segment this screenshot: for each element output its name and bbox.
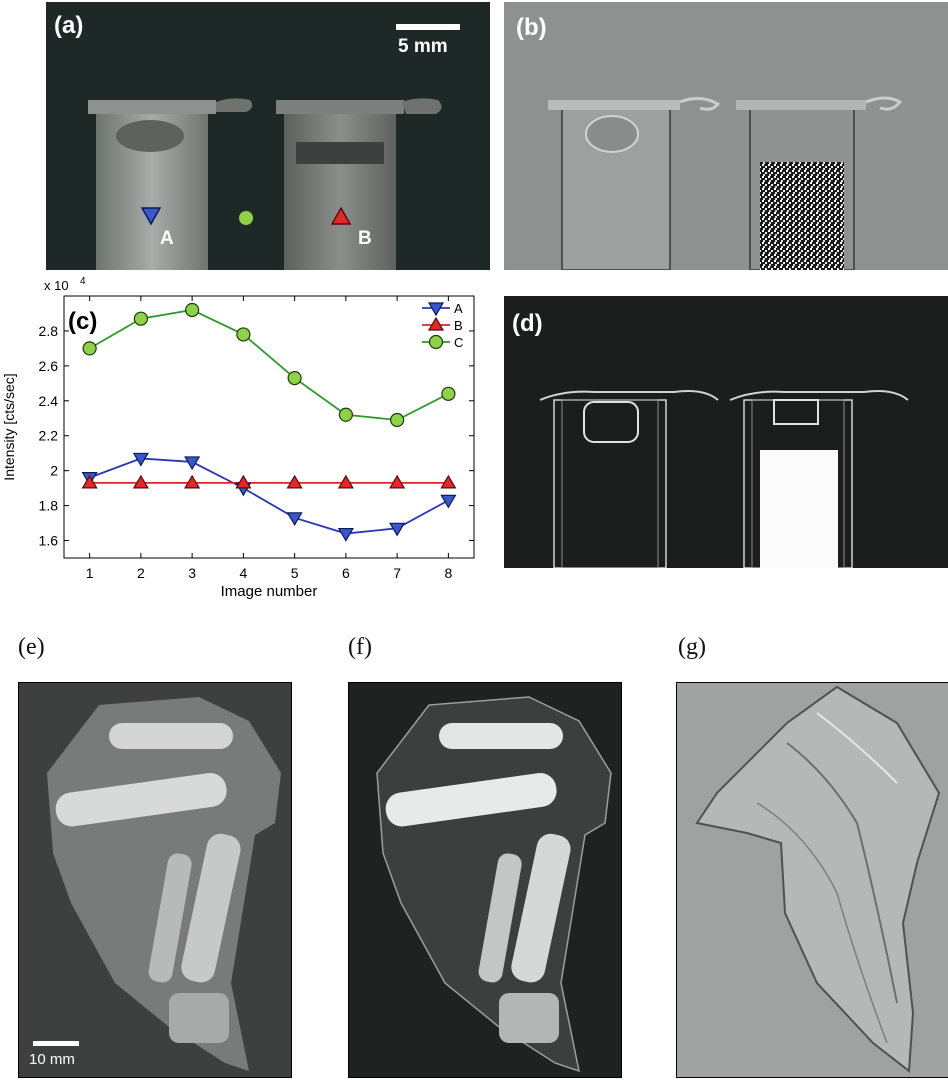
panel-a-label: (a) <box>54 12 84 39</box>
series-line-a <box>89 457 449 535</box>
y-tick-label: 1.6 <box>39 533 59 549</box>
panel-d-label: (d) <box>512 310 543 337</box>
panel-f <box>348 682 622 1078</box>
y-multiplier: x 10 <box>44 278 69 293</box>
panel-e-image <box>47 697 281 1071</box>
x-tick-label: 2 <box>137 565 145 581</box>
intensity-chart: 1 2 3 4 5 6 7 8 1.6 1.8 2 2.2 2.4 2.6 2.8 Image number I… <box>1 276 475 600</box>
legend-marker-c <box>428 334 444 350</box>
panel-d-image <box>539 390 909 568</box>
data-point-b <box>337 474 354 489</box>
marker-b-triangle <box>330 206 352 225</box>
y-tick-label: 2 <box>50 463 58 479</box>
x-tick-label: 8 <box>444 565 452 581</box>
marker-b-label: B <box>358 228 372 249</box>
x-tick-label: 5 <box>291 565 299 581</box>
sample-speckle <box>760 162 844 270</box>
data-point-b <box>440 474 457 489</box>
legend-label-a: A <box>454 301 463 316</box>
scale-bar-e <box>33 1041 79 1046</box>
x-tick-label: 6 <box>342 565 350 581</box>
y-tick-label: 2.6 <box>39 358 59 374</box>
data-point-b <box>389 474 406 489</box>
x-tick-label: 3 <box>188 565 196 581</box>
y-tick-label: 2.2 <box>39 428 59 444</box>
legend-marker-b <box>427 316 445 331</box>
legend-label-b: B <box>454 318 463 333</box>
data-point-c <box>390 412 405 428</box>
data-point-b <box>184 474 201 489</box>
data-point-b <box>132 474 149 489</box>
marker-a-label: A <box>160 228 174 249</box>
panel-b-label: (b) <box>516 14 547 41</box>
data-point-b <box>81 474 98 489</box>
data-point-c <box>133 311 148 326</box>
scale-bar-e-label: 10 mm <box>29 1051 75 1068</box>
data-point-c <box>236 327 251 342</box>
series-line-c <box>89 309 449 421</box>
data-point-a <box>337 527 354 542</box>
data-point-c <box>441 386 456 401</box>
y-tick-label: 2.8 <box>39 323 59 339</box>
data-point-a <box>440 494 457 509</box>
panel-e-label: (e) <box>18 634 45 660</box>
x-axis-label: Image number <box>221 583 318 600</box>
marker-a-triangle <box>140 207 162 226</box>
data-point-c <box>82 341 97 356</box>
panel-b-image <box>548 96 903 270</box>
panel-c-label: (c) <box>68 308 98 335</box>
data-point-b <box>286 474 303 489</box>
data-point-c <box>338 407 353 422</box>
data-point-a <box>286 512 303 527</box>
panel-g-image <box>695 685 941 1073</box>
sample-bright <box>760 450 838 568</box>
panel-c: 1 2 3 4 5 6 7 8 1.6 1.8 2 2.2 2.4 2.6 2.8 Image number I… <box>0 274 490 604</box>
y-tick-label: 1.8 <box>39 498 59 514</box>
data-point-a <box>132 452 149 467</box>
tube-b <box>284 106 396 270</box>
data-point-a <box>184 456 201 471</box>
plot-frame <box>63 295 475 559</box>
panel-g-label: (g) <box>678 634 706 660</box>
panel-a-image <box>88 98 442 270</box>
x-tick-label: 1 <box>86 565 94 581</box>
x-tick-label: 4 <box>239 565 247 581</box>
x-tick-label: 7 <box>393 565 401 581</box>
legend-label-c: C <box>454 335 463 350</box>
panel-f-label: (f) <box>348 634 372 660</box>
scale-bar-label: 5 mm <box>398 36 448 57</box>
legend-marker-a <box>427 302 445 317</box>
panel-d: (d) <box>504 296 948 568</box>
scale-bar <box>396 24 460 30</box>
panel-g <box>676 682 948 1078</box>
panel-a-markers <box>140 206 352 226</box>
panel-b: (b) <box>504 2 948 270</box>
marker-c-circle <box>239 211 253 225</box>
data-point-b <box>235 474 252 489</box>
data-point-a <box>389 522 406 537</box>
data-point-c <box>185 302 200 318</box>
y-axis-label: Intensity [cts/sec] <box>1 373 17 480</box>
y-multiplier-exponent: 4 <box>80 276 86 287</box>
panel-e: 10 mm <box>18 682 292 1078</box>
panel-a: (a) 5 mm A B <box>46 2 490 270</box>
data-point-c <box>287 370 302 386</box>
y-tick-label: 2.4 <box>39 393 59 409</box>
panel-f-image <box>376 696 612 1073</box>
